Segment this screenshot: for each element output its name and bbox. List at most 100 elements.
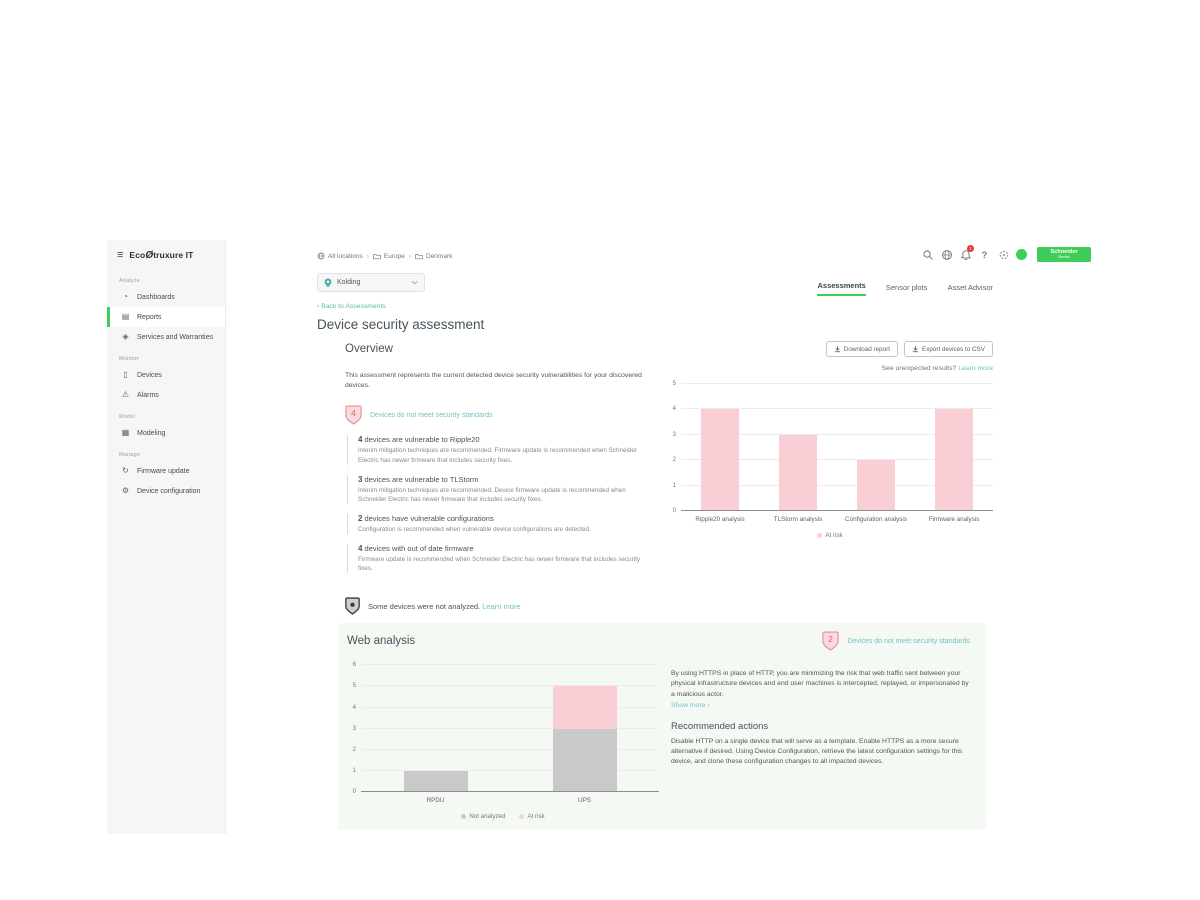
app-window: ≡ EcoØtruxure IT Analyze ◔ Dashboards ▤ … bbox=[107, 240, 1093, 834]
back-link[interactable]: ‹ Back to Assessments bbox=[317, 303, 386, 310]
bar-UPS bbox=[510, 665, 659, 793]
show-more-link[interactable]: Show more › bbox=[671, 701, 710, 709]
reports-icon: ▤ bbox=[121, 312, 130, 321]
modeling-icon: ▦ bbox=[121, 428, 130, 437]
x-axis-label: Configuration analysis bbox=[845, 516, 907, 523]
tab-sensor-plots[interactable]: Sensor plots bbox=[885, 283, 928, 292]
notification-badge: 1 bbox=[967, 245, 974, 252]
user-avatar[interactable] bbox=[1016, 249, 1027, 260]
bar-segment-at-risk bbox=[701, 409, 739, 511]
bar-segment-at-risk bbox=[935, 409, 973, 511]
bar-Configuration analysis bbox=[837, 384, 915, 511]
x-axis-label: Firmware analysis bbox=[928, 516, 980, 523]
alarms-icon: ⚠ bbox=[121, 390, 130, 399]
sidebar-item-services-warranties[interactable]: ◈ Services and Warranties bbox=[122, 332, 213, 341]
legend-item-at-risk: At risk bbox=[519, 813, 545, 820]
unexpected-results: See unexpected results? Learn more bbox=[881, 365, 993, 372]
folder-icon bbox=[373, 253, 381, 259]
not-analyzed-shield-icon bbox=[345, 597, 360, 615]
overview-description: This assessment represents the current d… bbox=[345, 372, 642, 390]
svg-text:2: 2 bbox=[829, 634, 834, 644]
search-icon[interactable] bbox=[921, 248, 934, 261]
dashboards-icon: ◔ bbox=[123, 292, 128, 301]
risk-shield-icon: 4 bbox=[345, 405, 362, 426]
settings-icon[interactable] bbox=[997, 248, 1010, 261]
folder-icon bbox=[415, 253, 423, 259]
web-security-badge-row: 2 Devices do not meet security standards bbox=[822, 631, 970, 651]
bar-segment-not-analyzed bbox=[403, 771, 468, 793]
breadcrumb-denmark[interactable]: Denmark bbox=[415, 253, 452, 260]
globe-icon[interactable] bbox=[940, 248, 953, 261]
not-analyzed-note: Some devices were not analyzed. Learn mo… bbox=[345, 597, 993, 615]
sidebar-section-monitor: Monitor bbox=[119, 356, 139, 362]
tab-assessments[interactable]: Assessments bbox=[817, 281, 866, 296]
legend-item-not-analyzed: Not analyzed bbox=[461, 813, 505, 820]
risk-shield-icon: 2 bbox=[822, 631, 840, 651]
services-warranties-icon: ◈ bbox=[122, 332, 129, 341]
sidebar: ≡ EcoØtruxure IT Analyze ◔ Dashboards ▤ … bbox=[107, 240, 226, 834]
overview-heading: Overview bbox=[345, 343, 393, 355]
finding-configurations: 2 devices have vulnerable configurations … bbox=[347, 513, 657, 534]
ecostruxure-logo: EcoØtruxure IT bbox=[129, 250, 194, 261]
web-security-standards-link[interactable]: Devices do not meet security standards bbox=[847, 637, 970, 645]
download-report-button[interactable]: Download report bbox=[825, 341, 898, 357]
overview-chart: 0 1 2 3 4 5 Ripple20 analysis TLStorm analysis C… bbox=[667, 381, 993, 539]
location-selector[interactable]: Kolding bbox=[317, 273, 425, 292]
bar-segment-at-risk bbox=[857, 460, 895, 511]
recommended-actions-heading: Recommended actions bbox=[671, 720, 769, 732]
bar-Ripple20 analysis bbox=[681, 384, 759, 511]
export-csv-button[interactable]: Export devices to CSV bbox=[904, 341, 993, 357]
devices-icon: ▯ bbox=[123, 370, 128, 379]
bar-RPDU bbox=[361, 665, 510, 793]
unexpected-learn-more-link[interactable]: Learn more bbox=[958, 365, 993, 372]
device-configuration-icon: ⚙ bbox=[121, 486, 130, 495]
breadcrumb-separator: › bbox=[366, 252, 369, 260]
x-axis-label: Ripple20 analysis bbox=[695, 516, 745, 523]
bar-TLStorm analysis bbox=[759, 384, 837, 511]
sidebar-item-device-configuration[interactable]: ⚙ Device configuration bbox=[121, 486, 201, 495]
bar-segment-at-risk bbox=[552, 686, 617, 729]
finding-tlstorm: 3 devices are vulnerable to TLStorm Inter… bbox=[347, 474, 657, 504]
x-axis-label: RPDU bbox=[426, 797, 445, 805]
bar-Firmware analysis bbox=[915, 384, 993, 511]
sidebar-item-firmware-update[interactable]: ↻ Firmware update bbox=[122, 466, 190, 475]
finding-ripple20: 4 devices are vulnerable to Ripple20 Inte… bbox=[347, 435, 657, 465]
sidebar-item-modeling[interactable]: ▦ Modeling bbox=[121, 428, 166, 437]
breadcrumb-all-locations[interactable]: All locations bbox=[317, 252, 363, 260]
security-standards-badge-row: 4 Devices do not meet security standards bbox=[345, 405, 657, 426]
legend-item-at-risk: At risk bbox=[817, 532, 843, 539]
bar-segment-not-analyzed bbox=[552, 728, 617, 793]
notifications-icon[interactable]: 1 bbox=[959, 245, 974, 261]
web-analysis-panel: Web analysis 2 Devices do not meet secur… bbox=[338, 623, 986, 831]
breadcrumb-bar: All locations › Europe › Denmark bbox=[317, 240, 993, 273]
recommended-actions-text: Disable HTTP on a single device that wil… bbox=[671, 737, 963, 766]
breadcrumb-europe[interactable]: Europe bbox=[373, 253, 405, 260]
sidebar-section-analyze: Analyze bbox=[119, 278, 140, 284]
tab-asset-advisor[interactable]: Asset Advisor bbox=[947, 283, 993, 292]
schneider-electric-logo: Schneider Electric bbox=[1037, 247, 1091, 262]
x-axis-label: UPS bbox=[578, 797, 591, 805]
sidebar-item-devices[interactable]: ▯ Devices bbox=[107, 365, 225, 385]
sidebar-item-alarms[interactable]: ⚠ Alarms bbox=[121, 390, 159, 399]
overview-section: Overview Download report Export devices … bbox=[345, 341, 993, 615]
location-pin-icon bbox=[324, 278, 332, 287]
breadcrumb-separator: › bbox=[408, 252, 411, 260]
sidebar-item-reports[interactable]: ▤ Reports bbox=[107, 307, 225, 327]
download-icon bbox=[912, 345, 919, 353]
sidebar-item-dashboards[interactable]: ◔ Dashboards bbox=[107, 287, 225, 307]
help-icon[interactable]: ? bbox=[981, 249, 988, 260]
sidebar-section-model: Model bbox=[119, 414, 135, 420]
menu-icon[interactable]: ≡ bbox=[117, 249, 124, 261]
location-selector-value: Kolding bbox=[337, 279, 361, 286]
web-analysis-chart: 0 1 2 3 4 5 6 RPDU UPS Not analyzed At risk bbox=[347, 662, 659, 820]
security-standards-link[interactable]: Devices do not meet security standards bbox=[370, 411, 493, 419]
locations-globe-icon bbox=[317, 252, 325, 260]
svg-text:4: 4 bbox=[351, 408, 356, 418]
firmware-update-icon: ↻ bbox=[122, 466, 129, 475]
bar-segment-at-risk bbox=[779, 434, 817, 511]
sidebar-section-manage: Manage bbox=[119, 452, 141, 458]
not-analyzed-learn-more-link[interactable]: Learn more bbox=[482, 601, 521, 611]
breadcrumb: All locations › Europe › Denmark bbox=[317, 252, 452, 260]
main-area: 1 ? Schneider Electric Assessments Senso… bbox=[226, 240, 1093, 834]
x-axis-label: TLStorm analysis bbox=[773, 516, 823, 523]
